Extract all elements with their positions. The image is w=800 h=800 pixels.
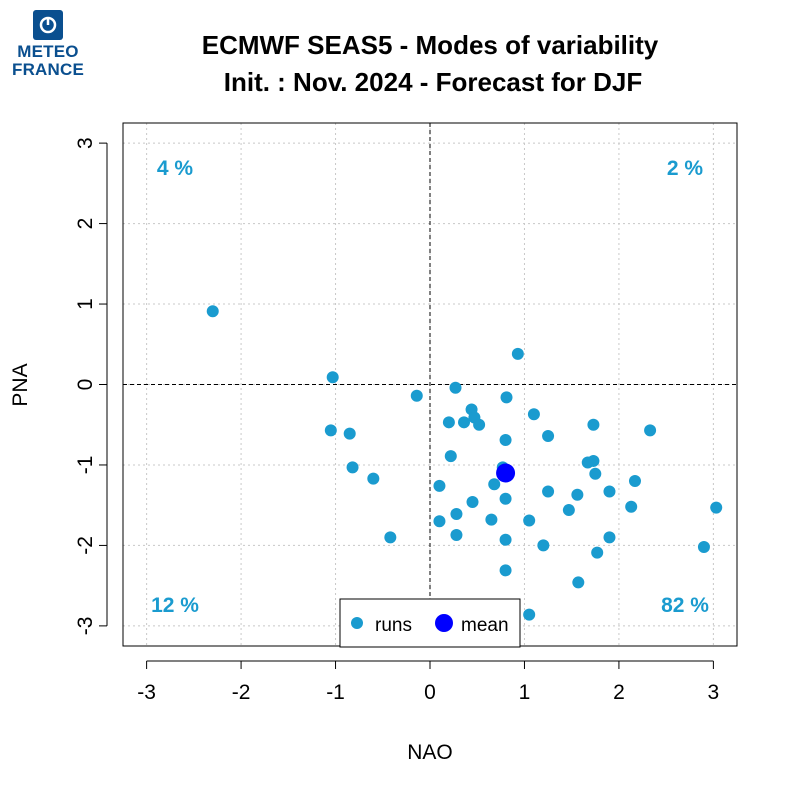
legend-runs-label: runs <box>375 615 412 636</box>
run-point <box>499 434 512 447</box>
run-point <box>384 531 397 544</box>
mean-point <box>496 463 516 483</box>
run-point <box>485 513 498 526</box>
run-point <box>367 472 380 485</box>
legend-mean-marker <box>435 614 453 632</box>
run-point <box>450 528 463 541</box>
run-point <box>500 391 513 404</box>
y-tick-label: -2 <box>74 536 97 555</box>
run-point <box>499 492 512 505</box>
quadrant-label-top-left: 4 % <box>157 157 194 180</box>
logo-emblem-icon <box>33 10 63 40</box>
data-points <box>206 305 723 621</box>
x-tick-label: 2 <box>613 681 625 704</box>
y-tick-label: 2 <box>74 218 97 230</box>
run-point <box>542 429 555 442</box>
run-point <box>488 478 501 491</box>
meteo-france-logo: METEO FRANCE <box>8 10 88 79</box>
run-point <box>499 533 512 546</box>
run-point <box>562 504 575 517</box>
run-point <box>343 427 356 440</box>
grid-lines <box>123 123 737 646</box>
run-point <box>449 381 462 394</box>
run-point <box>324 424 337 437</box>
run-point <box>710 501 723 514</box>
y-axis-label: PNA <box>9 363 32 406</box>
y-tick-label: 1 <box>74 298 97 310</box>
y-tick-label: -1 <box>74 456 97 475</box>
quadrant-label-bottom-left: 12 % <box>151 594 199 617</box>
run-point <box>523 514 536 527</box>
run-point <box>206 305 219 318</box>
run-point <box>523 608 536 621</box>
quadrant-labels: 4 % 2 % 12 % 82 % <box>151 157 709 617</box>
run-point <box>697 541 710 554</box>
run-point <box>444 450 457 463</box>
run-point <box>511 347 524 360</box>
x-tick-label: -3 <box>137 681 156 704</box>
run-point <box>450 508 463 521</box>
run-point <box>603 531 616 544</box>
legend-mean-label: mean <box>461 615 509 636</box>
quadrant-label-bottom-right: 82 % <box>661 594 709 617</box>
x-tick-label: 1 <box>519 681 531 704</box>
y-tick-label: 0 <box>74 379 97 391</box>
run-point <box>410 389 423 402</box>
run-point <box>346 461 359 474</box>
run-point <box>499 564 512 577</box>
run-point <box>587 418 600 431</box>
x-axis-label: NAO <box>407 741 453 764</box>
run-point <box>433 515 446 528</box>
run-point <box>527 408 540 421</box>
run-point <box>542 485 555 498</box>
run-point <box>458 416 471 429</box>
chart-subtitle: Init. : Nov. 2024 - Forecast for DJF <box>224 67 643 97</box>
run-point <box>572 576 585 589</box>
run-point <box>466 495 479 508</box>
quadrant-label-top-right: 2 % <box>667 157 704 180</box>
chart-title: ECMWF SEAS5 - Modes of variability <box>202 30 659 60</box>
legend: runs mean <box>339 598 521 648</box>
y-tick-label: 3 <box>74 137 97 149</box>
run-point <box>571 488 584 501</box>
x-tick-label: 3 <box>708 681 720 704</box>
run-point <box>473 418 486 431</box>
run-point <box>644 424 657 437</box>
x-tick-label: 0 <box>424 681 436 704</box>
run-point <box>628 475 641 488</box>
run-point <box>587 454 600 467</box>
x-tick-label: -2 <box>232 681 251 704</box>
run-point <box>442 416 455 429</box>
run-point <box>591 546 604 559</box>
y-tick-label: -3 <box>74 617 97 636</box>
run-point <box>603 485 616 498</box>
logo-line2: FRANCE <box>11 60 85 79</box>
run-point <box>433 479 446 492</box>
run-point <box>537 539 550 552</box>
legend-runs-marker <box>351 617 363 629</box>
run-point <box>326 371 339 384</box>
run-point <box>589 467 602 480</box>
x-tick-label: -1 <box>326 681 345 704</box>
logo-line1: METEO <box>17 42 79 61</box>
run-point <box>625 500 638 513</box>
legend-box <box>339 598 521 648</box>
